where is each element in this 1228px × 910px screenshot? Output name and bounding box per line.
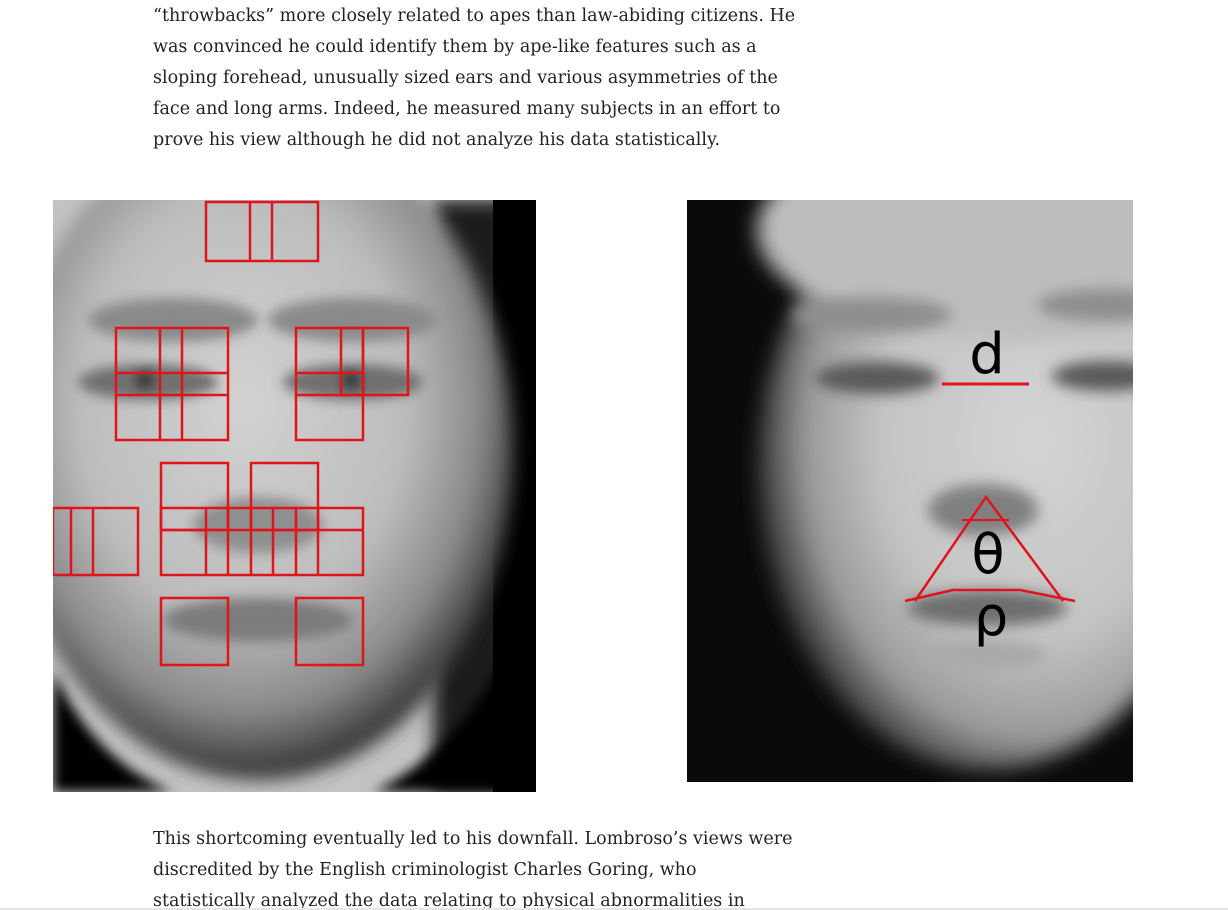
- angle-triangle: [913, 494, 1065, 602]
- paragraph-line: face and long arms. Indeed, he measured …: [153, 99, 781, 119]
- paragraph-line: statistically analyzed the data relating…: [153, 891, 745, 910]
- face-grid-image: [53, 200, 536, 792]
- face-measurement-figure: d θ ρ: [687, 200, 1133, 782]
- paragraph-line: sloping forehead, unusually sized ears a…: [153, 68, 778, 88]
- article-paragraph-top: “throwbacks” more closely related to ape…: [153, 1, 796, 156]
- feature-grid-boxes: [53, 200, 410, 667]
- paragraph-line: “throwbacks” more closely related to ape…: [153, 6, 796, 26]
- paragraph-line: discredited by the English criminologist…: [153, 860, 697, 880]
- article-paragraph-bottom: This shortcoming eventually led to his d…: [153, 824, 793, 910]
- angle-label: θ: [971, 523, 1004, 586]
- face-measurement-image: d θ ρ: [687, 200, 1133, 782]
- face-grid-figure: [53, 200, 536, 792]
- lip-curve-line: [904, 588, 1076, 603]
- measurement-overlay: [904, 382, 1076, 603]
- paragraph-line: This shortcoming eventually led to his d…: [153, 829, 793, 849]
- paragraph-line: was convinced he could identify them by …: [153, 37, 757, 57]
- distance-label: d: [969, 322, 1005, 387]
- paragraph-line: prove his view although he did not analy…: [153, 130, 721, 150]
- viewport-bottom-divider: [0, 908, 1228, 910]
- curvature-label: ρ: [974, 585, 1008, 648]
